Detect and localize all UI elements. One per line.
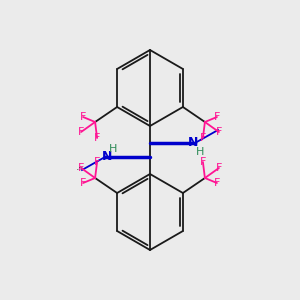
Text: N: N [102, 151, 112, 164]
Text: F: F [216, 127, 222, 137]
Text: F: F [94, 157, 100, 167]
Text: F: F [214, 112, 220, 122]
Text: F: F [80, 112, 86, 122]
Text: F: F [78, 163, 84, 173]
Text: H: H [109, 144, 117, 154]
Text: F: F [200, 157, 206, 167]
Text: F: F [200, 133, 206, 143]
Text: methyl: methyl [79, 167, 84, 168]
Text: F: F [216, 163, 222, 173]
Text: methyl: methyl [77, 169, 82, 170]
Text: F: F [80, 178, 86, 188]
Text: F: F [94, 133, 100, 143]
Text: N: N [188, 136, 198, 149]
Text: F: F [78, 127, 84, 137]
Text: H: H [196, 147, 204, 157]
Text: F: F [214, 178, 220, 188]
